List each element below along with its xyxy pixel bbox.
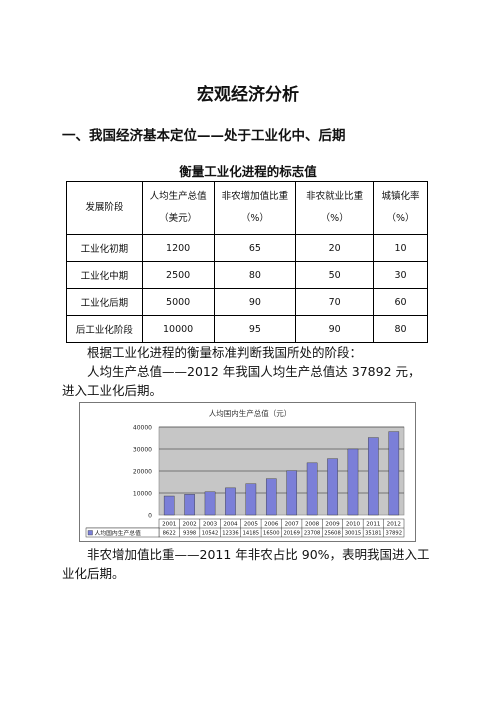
bar bbox=[327, 458, 338, 516]
column-name: 非农就业比重 bbox=[306, 191, 364, 202]
table-row: 工业化后期 5000 90 70 60 bbox=[66, 288, 428, 316]
y-tick-label: 0 bbox=[148, 513, 152, 520]
data-label: 14185 bbox=[243, 531, 260, 537]
legend-cell bbox=[85, 527, 160, 538]
table-cell: 90 bbox=[213, 288, 297, 316]
data-label: 25608 bbox=[324, 531, 341, 537]
x-tick-label: 2001 bbox=[162, 522, 177, 528]
page-title: 宏观经济分析 bbox=[197, 85, 299, 105]
column-unit: （美元） bbox=[159, 213, 198, 224]
table-row: 工业化初期 1200 65 20 10 bbox=[66, 234, 428, 262]
data-label: 30015 bbox=[345, 531, 362, 537]
data-label: 16500 bbox=[263, 531, 280, 537]
x-tick-label: 2002 bbox=[183, 522, 197, 528]
table-cell: 30 bbox=[373, 261, 428, 289]
column-header: 城镇化率 （%） bbox=[373, 181, 428, 235]
x-tick-label: 2010 bbox=[346, 522, 361, 528]
y-tick-label: 30000 bbox=[133, 447, 152, 454]
stage-cell: 工业化中期 bbox=[66, 261, 143, 289]
column-unit: （%） bbox=[320, 213, 349, 224]
legend-label: 人均国内生产总值 bbox=[95, 529, 142, 537]
bar bbox=[204, 491, 216, 516]
column-name: 人均生产总值 bbox=[149, 191, 207, 202]
table-cell: 80 bbox=[373, 315, 428, 343]
y-tick-label: 20000 bbox=[133, 469, 152, 476]
bar bbox=[306, 462, 318, 516]
data-label: 8622 bbox=[163, 531, 176, 537]
x-tick-label: 2009 bbox=[325, 522, 340, 528]
chart-svg: 人均国内生产总值（元） 0 10000 20000 30000 40000 2001 2002… bbox=[85, 408, 405, 538]
bar bbox=[225, 487, 236, 516]
table-row: 后工业化阶段 10000 95 90 80 bbox=[66, 315, 428, 343]
data-label: 37892 bbox=[386, 531, 403, 537]
x-tick-label: 2007 bbox=[285, 522, 300, 528]
x-tick-label: 2011 bbox=[366, 522, 381, 528]
table-cell: 65 bbox=[213, 234, 297, 262]
column-unit: （%） bbox=[240, 213, 269, 224]
column-header: 非农增加值比重 （%） bbox=[213, 181, 297, 235]
table-cell: 10000 bbox=[141, 315, 215, 343]
bar bbox=[265, 478, 277, 516]
table-cell: 10 bbox=[373, 234, 428, 262]
data-label: 35181 bbox=[365, 531, 382, 537]
column-name: 城镇化率 bbox=[381, 191, 420, 202]
stage-header: 发展阶段 bbox=[66, 181, 143, 235]
section-heading: 一、我国经济基本定位——处于工业化中、后期 bbox=[62, 128, 346, 144]
column-unit: （%） bbox=[386, 213, 415, 224]
table-cell: 50 bbox=[295, 261, 375, 289]
table-cell: 5000 bbox=[141, 288, 215, 316]
legend-swatch bbox=[87, 530, 93, 536]
gdp-chart: 人均国内生产总值（元） 0 10000 20000 30000 40000 2001 2002… bbox=[79, 402, 416, 542]
y-tick-label: 10000 bbox=[133, 491, 152, 498]
x-tick-label: 2003 bbox=[203, 522, 218, 528]
table-row: 工业化中期 2500 80 50 30 bbox=[66, 261, 428, 289]
table-cell: 60 bbox=[373, 288, 428, 316]
data-label: 23708 bbox=[304, 531, 321, 537]
bar bbox=[347, 448, 359, 516]
stage-cell: 工业化后期 bbox=[66, 288, 143, 316]
data-label: 12336 bbox=[222, 531, 239, 537]
table-header-row: 发展阶段 人均生产总值 （美元） 非农增加值比重 （%） 非农就业比重 （%） … bbox=[66, 181, 428, 235]
x-tick-label: 2008 bbox=[305, 522, 320, 528]
column-name: 非农增加值比重 bbox=[221, 191, 289, 202]
table-cell: 70 bbox=[295, 288, 375, 316]
bar bbox=[368, 437, 379, 516]
bar bbox=[245, 483, 257, 516]
data-label: 9398 bbox=[183, 531, 196, 537]
indicator-table: 发展阶段 人均生产总值 （美元） 非农增加值比重 （%） 非农就业比重 （%） … bbox=[66, 181, 428, 343]
bar bbox=[286, 470, 298, 516]
bar bbox=[163, 495, 175, 516]
data-label: 20169 bbox=[283, 531, 300, 537]
x-tick-label: 2006 bbox=[264, 522, 279, 528]
table-cell: 80 bbox=[213, 261, 297, 289]
column-header: 人均生产总值 （美元） bbox=[141, 181, 215, 235]
y-tick-label: 40000 bbox=[133, 425, 152, 432]
stage-cell: 后工业化阶段 bbox=[66, 315, 143, 343]
table-cell: 95 bbox=[213, 315, 297, 343]
paragraph-gdp: 人均生产总值——2012 年我国人均生产总值达 37892 元，进入工业化后期。 bbox=[62, 364, 421, 398]
paragraph-nonfarm: 非农增加值比重——2011 年非农占比 90%，表明我国进入工业化后期。 bbox=[62, 547, 430, 581]
column-header: 非农就业比重 （%） bbox=[295, 181, 375, 235]
bar bbox=[184, 494, 195, 516]
bar bbox=[388, 431, 400, 516]
chart-title: 人均国内生产总值（元） bbox=[209, 408, 292, 418]
paragraph-intro: 根据工业化进程的衡量标准判断我国所处的阶段： bbox=[87, 345, 363, 360]
x-tick-label: 2004 bbox=[223, 522, 238, 528]
table-caption: 衡量工业化进程的标志值 bbox=[179, 164, 317, 179]
table-cell: 90 bbox=[295, 315, 375, 343]
table-cell: 1200 bbox=[141, 234, 215, 262]
table-cell: 2500 bbox=[141, 261, 215, 289]
data-label: 10542 bbox=[202, 531, 219, 537]
x-tick-label: 2012 bbox=[387, 522, 401, 528]
stage-cell: 工业化初期 bbox=[66, 234, 143, 262]
x-tick-label: 2005 bbox=[244, 522, 259, 528]
table-cell: 20 bbox=[295, 234, 375, 262]
